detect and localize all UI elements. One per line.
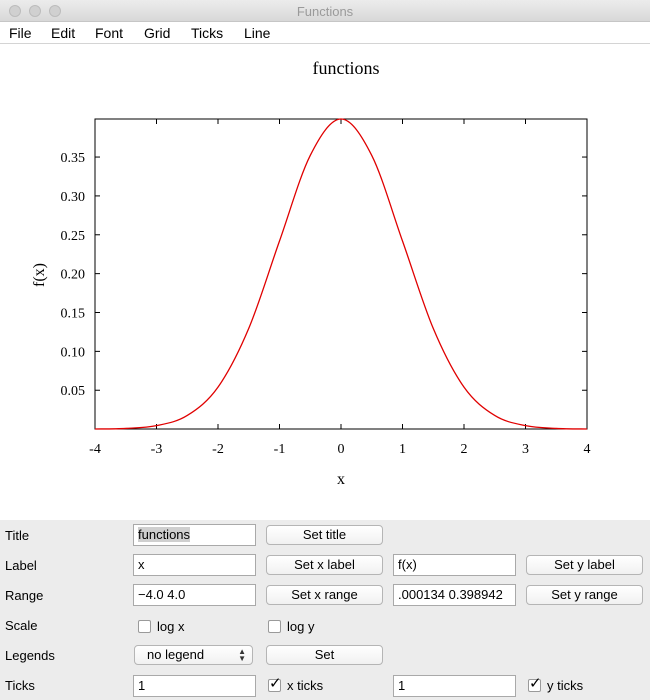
legends-row-label: Legends [5,648,55,663]
chevron-updown-icon: ▲ ▼ [238,647,246,663]
plot-area: functions -4 -3 -2 -1 0 1 2 3 4 0.05 0.10 0.15 0.20… [0,44,650,520]
set-y-range-button[interactable]: Set y range [526,585,643,605]
log-y-checkbox[interactable]: log y [268,619,348,637]
x-ticks-checkbox[interactable]: ✓ x ticks [268,675,348,696]
y-tick-label: 0.30 [61,190,86,205]
log-x-box [138,620,151,633]
scale-row-label: Scale [5,618,38,633]
y-tick-label: 0.10 [61,345,86,360]
y-ticks-label: y ticks [547,678,584,693]
close-window-button[interactable] [9,5,21,17]
menu-grid[interactable]: Grid [144,25,171,41]
menu-file[interactable]: File [9,25,32,41]
x-label-field[interactable]: x [133,554,256,576]
title-row-label: Title [5,528,30,543]
series-line [94,118,588,430]
y-axis-label: f(x) [31,263,48,287]
menu-font[interactable]: Font [95,25,124,41]
y-label-field[interactable]: f(x) [393,554,516,576]
legend-select[interactable]: no legend ▲ ▼ [134,645,253,665]
set-x-label-button[interactable]: Set x label [266,555,383,575]
y-tick-label: 0.20 [61,268,86,283]
chart-title: functions [313,58,380,78]
x-range-field[interactable]: −4.0 4.0 [133,584,256,606]
checkmark-icon: ✓ [269,675,282,692]
title-field-value: functions [138,527,191,542]
y-ticks-checkbox[interactable]: ✓ y ticks [528,675,608,696]
range-row-label: Range [5,588,44,603]
y-tick-label: 0.15 [61,307,86,322]
x-tick-label: 0 [338,442,345,457]
label-row-label: Label [5,558,37,573]
y-tick-label: 0.25 [61,229,86,244]
log-x-label: log x [157,619,185,634]
x-ticks-label: x ticks [287,678,324,693]
y-ticks-box [528,679,541,692]
x-tick-label: -2 [212,442,224,457]
window-titlebar: Functions [0,0,650,22]
checkmark-icon: ✓ [529,675,542,692]
menu-bar: File Edit Font Grid Ticks Line [0,22,650,44]
x-ticks-field[interactable]: 1 [133,675,256,697]
plot-frame [94,118,588,430]
y-ticks-field[interactable]: 1 [393,675,516,697]
legend-select-value: no legend [147,647,205,662]
minimize-window-button[interactable] [29,5,41,17]
x-tick-label: -1 [274,442,286,457]
log-y-label: log y [287,619,315,634]
controls-panel: Title functions Set title Label x Set x … [0,520,650,700]
set-x-range-button[interactable]: Set x range [266,585,383,605]
title-field[interactable]: functions [133,524,256,546]
set-legend-button[interactable]: Set [266,645,383,665]
x-tick-label: 2 [461,442,468,457]
log-x-checkbox[interactable]: log x [138,619,218,637]
x-ticks-box [268,679,281,692]
x-tick-label: 1 [399,442,406,457]
x-axis-label: x [337,471,345,488]
y-tick-label: 0.35 [61,151,86,166]
zoom-window-button[interactable] [49,5,61,17]
log-y-box [268,620,281,633]
y-tick-label: 0.05 [61,384,86,399]
x-tick-label: -4 [89,442,101,457]
menu-ticks[interactable]: Ticks [191,25,224,41]
ticks-row-label: Ticks [5,678,35,693]
x-tick-label: 4 [584,442,591,457]
menu-line[interactable]: Line [244,25,271,41]
y-range-field[interactable]: .000134 0.398942 [393,584,516,606]
function-plot: functions -4 -3 -2 -1 0 1 2 3 4 0.05 0.10 0.15 0.20… [31,58,591,488]
window-title: Functions [296,4,354,19]
x-tick-label: -3 [151,442,163,457]
x-tick-label: 3 [522,442,529,457]
menu-edit[interactable]: Edit [51,25,76,41]
set-y-label-button[interactable]: Set y label [526,555,643,575]
set-title-button[interactable]: Set title [266,525,383,545]
